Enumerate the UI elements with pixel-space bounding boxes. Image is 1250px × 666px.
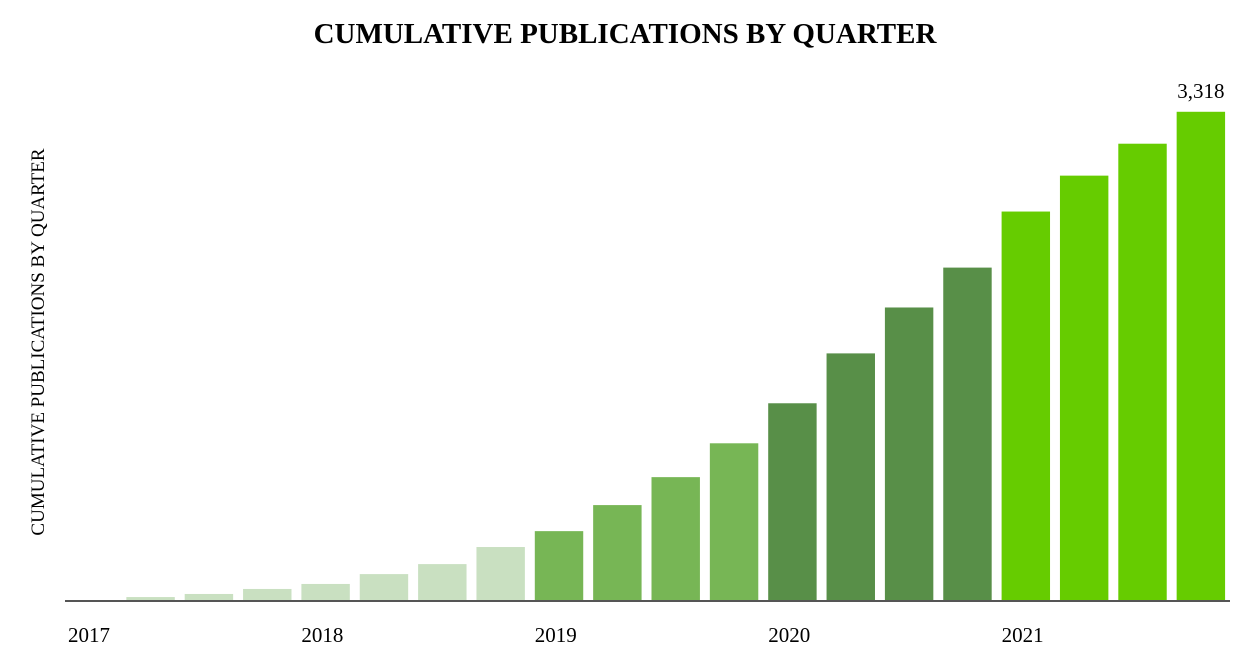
bar	[1118, 143, 1167, 600]
bar	[826, 353, 875, 600]
x-tick-label: 2020	[768, 623, 810, 647]
bar	[534, 531, 584, 600]
bar	[418, 564, 467, 600]
y-axis-label: CUMULATIVE PUBLICATIONS BY QUARTER	[28, 148, 49, 535]
bar	[359, 574, 409, 600]
x-tick-label: 2021	[1002, 623, 1044, 647]
bar	[243, 588, 292, 600]
bar	[184, 593, 234, 600]
bar	[126, 597, 175, 600]
bar	[709, 443, 759, 600]
bar	[476, 547, 525, 600]
bar	[884, 307, 934, 600]
x-tick-label: 2017	[68, 623, 110, 647]
x-tick-label: 2018	[301, 623, 343, 647]
bar	[768, 403, 817, 600]
chart-title: CUMULATIVE PUBLICATIONS BY QUARTER	[314, 18, 938, 50]
bar	[1059, 175, 1109, 600]
bar	[651, 477, 700, 600]
bar	[593, 505, 642, 600]
bar	[1176, 111, 1226, 600]
bar	[943, 267, 992, 600]
x-tick-label: 2019	[535, 623, 577, 647]
value-label: 3,318	[1177, 79, 1224, 103]
bar	[301, 583, 350, 600]
bar	[1001, 211, 1051, 601]
